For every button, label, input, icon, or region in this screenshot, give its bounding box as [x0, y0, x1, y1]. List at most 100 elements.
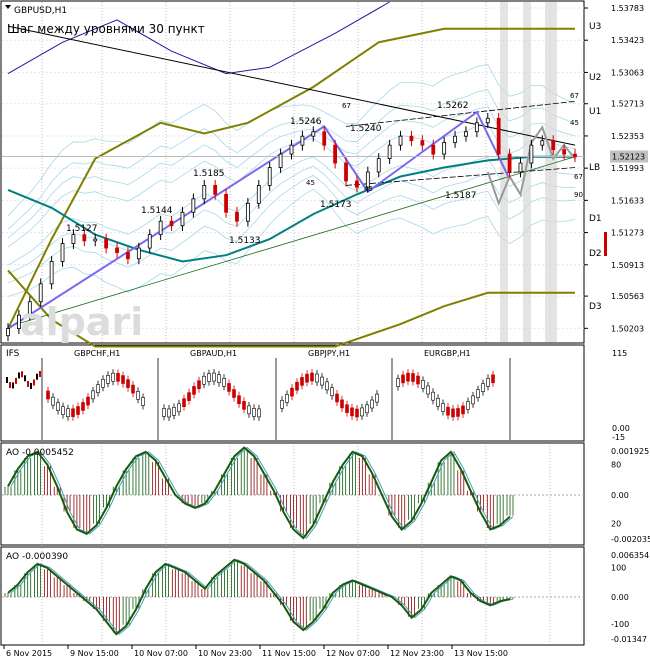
- candle-body: [300, 135, 305, 146]
- ifs-body: [197, 380, 201, 390]
- envelope-band: [7, 106, 576, 239]
- ifs-body: [310, 372, 314, 382]
- ao-scale: 100: [611, 564, 626, 573]
- ifs-body: [56, 402, 60, 411]
- ao1-panel-frame: [0, 442, 585, 546]
- candle-body: [60, 243, 65, 262]
- level-label: LB: [589, 163, 600, 173]
- swing-label: 1.5133: [229, 236, 261, 246]
- level-label: D1: [589, 214, 602, 224]
- swing-label: 1.5262: [437, 101, 469, 111]
- ifs-body: [280, 399, 284, 409]
- ifs-panel: GBPCHF,H1 GBPAUD,H1 GBPJPY,H1 EURGBP,H1 115 0…: [6, 349, 630, 442]
- ifs-body: [86, 396, 90, 406]
- ifs-body: [456, 408, 460, 417]
- ifs-body: [360, 407, 364, 417]
- ifs-scale: 115: [612, 349, 627, 358]
- ao-scale: 0.001925: [611, 447, 649, 456]
- envelope-band: [7, 174, 576, 284]
- ifs-body: [305, 373, 309, 383]
- candle-body: [267, 167, 272, 186]
- resistance-line: [7, 25, 576, 146]
- highlight-column: [545, 2, 557, 342]
- time-label: 10 Nov 07:00: [134, 649, 188, 658]
- ifs-body: [476, 389, 480, 398]
- ifs-body: [350, 407, 354, 417]
- teal-ma: [7, 155, 575, 263]
- ifs-body: [237, 395, 241, 405]
- ifs-body: [46, 390, 50, 400]
- ifs-body: [257, 408, 261, 418]
- ifs-body: [401, 374, 405, 384]
- ifs-label: IFS: [6, 349, 20, 359]
- watermark: alpari: [20, 300, 143, 344]
- price-tick-label: 1.52353: [611, 132, 644, 141]
- ifs-body: [300, 377, 304, 386]
- candle-body: [540, 140, 545, 146]
- price-tick-label: 1.50563: [611, 292, 644, 301]
- time-label: 10 Nov 23:00: [198, 649, 252, 658]
- ifs-body: [232, 389, 236, 398]
- ifs-body: [212, 372, 216, 382]
- candles: [6, 112, 577, 342]
- ifs-body: [441, 403, 445, 412]
- ifs-body: [325, 381, 329, 391]
- ifs-body: [426, 385, 430, 395]
- ifs-body: [207, 373, 211, 382]
- ifs-body: [126, 379, 130, 388]
- olive-upper-curve: [7, 27, 575, 330]
- ifs-body: [18, 372, 20, 379]
- ifs-body: [177, 403, 181, 413]
- ifs-pair-label: GBPJPY,H1: [308, 349, 350, 358]
- ifs-body: [486, 378, 490, 387]
- ifs-body: [202, 375, 206, 385]
- fibo-label: 67: [342, 102, 351, 110]
- level-label: U3: [589, 22, 601, 32]
- ifs-body: [116, 373, 120, 382]
- candle-body: [27, 301, 32, 316]
- candle-body: [235, 211, 239, 222]
- candle-body: [562, 149, 566, 155]
- envelope-band: [7, 89, 576, 230]
- price-tick-label: 1.53423: [611, 36, 644, 45]
- ao-scale: -100: [611, 620, 629, 629]
- highlight-column: [500, 2, 508, 342]
- swing-label: 1.5187: [445, 191, 477, 201]
- candle-body: [202, 185, 207, 200]
- olive-lower-curve: [7, 269, 575, 348]
- candle-body: [322, 131, 327, 146]
- candle-body: [529, 144, 534, 164]
- ifs-scale: 0.00: [612, 424, 630, 433]
- ifs-body: [12, 382, 14, 389]
- ao-scale: 0.00: [611, 491, 629, 500]
- envelope-band: [7, 64, 576, 217]
- ifs-body: [39, 371, 41, 378]
- ifs-body: [481, 383, 485, 392]
- ifs-body: [96, 384, 100, 393]
- ao-scale: 80: [611, 461, 621, 470]
- swing-label: 1.5240: [350, 124, 382, 134]
- candle-body: [485, 117, 490, 124]
- ifs-body: [315, 373, 319, 383]
- ifs-body: [365, 404, 369, 414]
- candle-body: [191, 198, 196, 213]
- fibo-label: 45: [306, 179, 315, 187]
- collapse-icon[interactable]: [5, 5, 11, 9]
- ifs-body: [61, 406, 65, 415]
- ifs-body: [76, 406, 80, 415]
- ifs-body: [111, 372, 115, 382]
- ifs-body: [24, 375, 26, 382]
- candle-body: [311, 131, 316, 137]
- ifs-body: [242, 401, 246, 410]
- ifs-body: [30, 382, 32, 389]
- level-label: U2: [589, 73, 601, 83]
- candle-body: [333, 144, 338, 164]
- annotation-text: Шаг между уровнями 30 пункт: [7, 22, 205, 36]
- ao-line: [7, 446, 511, 540]
- blue-envelope: [7, 1, 390, 75]
- ifs-body: [345, 404, 349, 414]
- level-label: D2: [589, 249, 602, 259]
- ao1-label: AO -0.0005452: [6, 448, 74, 458]
- ifs-body: [285, 394, 289, 403]
- ifs-body: [91, 390, 95, 400]
